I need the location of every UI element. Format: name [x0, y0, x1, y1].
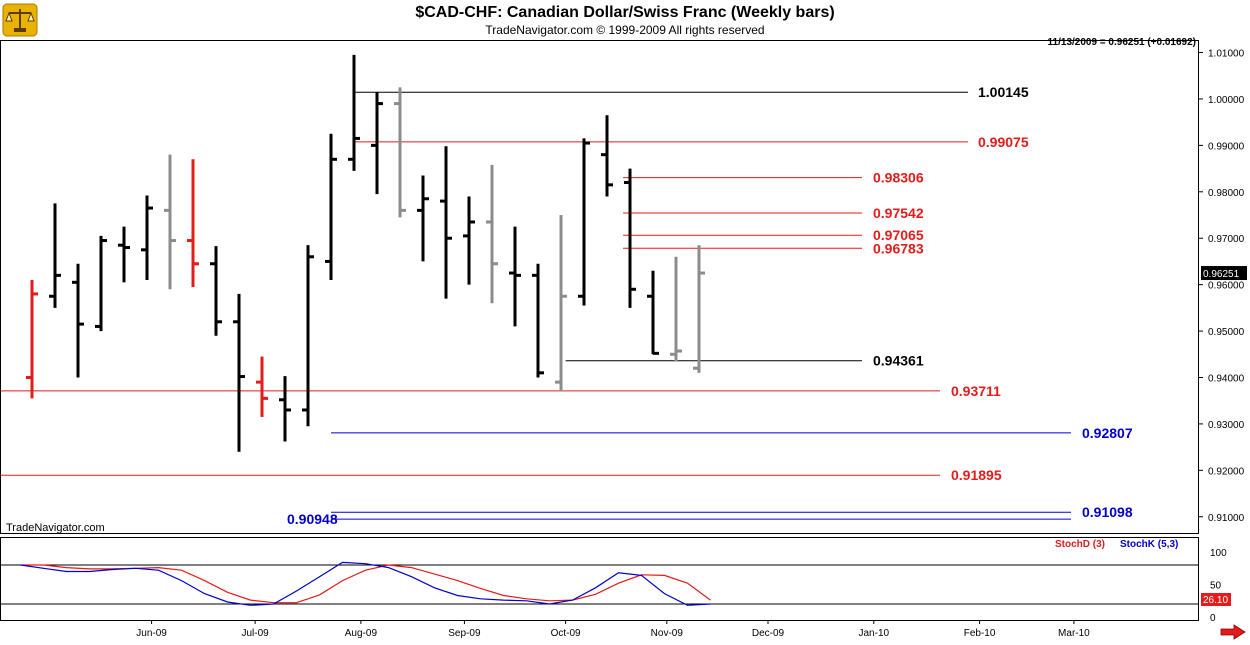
stoch-k-legend: StochK (5,3): [1120, 539, 1178, 550]
watermark-text: TradeNavigator.com: [6, 522, 105, 534]
last-quote-readout: 11/13/2009 = 0.96251 (+0.01692): [1047, 37, 1196, 48]
x-tick-label: Jul-09: [241, 628, 269, 639]
current-price-label: 0.96251: [1203, 269, 1240, 280]
y-tick-label: 0.97000: [1208, 234, 1245, 245]
ohlc-bar: [509, 226, 521, 327]
price-panel-frame: [0, 40, 1199, 534]
axes: 1.01000 1.00000 0.99000 0.98000 0.97000 0.960…: [0, 40, 1247, 639]
ohlc-bar: [417, 175, 429, 262]
stoch-tick-label: 50: [1210, 581, 1222, 592]
ohlc-bar: [233, 293, 245, 452]
ohlc-bar: [26, 280, 38, 399]
ohlc-bar: [187, 159, 199, 287]
gold-scales-icon: [2, 3, 38, 37]
copyright-subtitle: TradeNavigator.com © 1999-2009 All right…: [485, 23, 765, 37]
ohlc-bar: [578, 138, 590, 306]
x-tick-label: Jan-10: [859, 628, 890, 639]
ohlc-bar: [463, 196, 475, 285]
ohlc-bar: [348, 54, 360, 171]
stoch-k-line: [20, 561, 711, 606]
level-label: 0.97542: [873, 205, 924, 221]
stoch-d-legend: StochD (3): [1055, 539, 1105, 550]
ohlc-bar: [210, 246, 222, 336]
ohlc-bar: [555, 215, 567, 392]
stoch-tick-label: 0: [1210, 613, 1216, 624]
x-tick-label: Aug-09: [345, 628, 378, 639]
x-tick-label: Mar-10: [1058, 628, 1090, 639]
level-label: 0.92807: [1082, 425, 1133, 441]
y-tick-label: 1.00000: [1208, 95, 1245, 106]
x-tick-label: Nov-09: [651, 628, 684, 639]
y-tick-label: 0.91000: [1208, 513, 1245, 524]
ohlc-bar: [72, 263, 84, 378]
ohlc-bar: [486, 164, 498, 304]
stoch-value-tag: [1201, 593, 1231, 606]
ohlc-bar: [532, 263, 544, 378]
ohlc-bar: [141, 195, 153, 281]
ohlc-bar: [394, 87, 406, 218]
stochastic-panel-frame: [0, 537, 1199, 621]
x-tick-label: Jun-09: [136, 628, 167, 639]
ohlc-bar: [670, 256, 682, 362]
stoch-d-line: [20, 564, 711, 604]
y-tick-label: 1.01000: [1208, 49, 1245, 60]
level-label: 1.00145: [978, 84, 1029, 100]
ohlc-bar: [624, 168, 636, 308]
ohlc-bar: [302, 245, 314, 427]
price-panel: 1.00145 0.99075 0.98306 0.97542 0.970650.967…: [0, 54, 1133, 527]
x-tick-label: Feb-10: [964, 628, 996, 639]
level-label: 0.96783: [873, 240, 924, 256]
ohlc-bar: [325, 133, 337, 281]
y-tick-label: 0.93000: [1208, 420, 1245, 431]
ohlc-bar: [279, 376, 291, 442]
ohlc-bar: [95, 235, 107, 332]
level-label: 0.90948: [287, 511, 338, 527]
stoch-tick-label: 100: [1210, 548, 1227, 559]
level-label: 0.99075: [978, 134, 1029, 150]
ohlc-bar: [601, 115, 613, 197]
stochastic-panel: 100 50 0 StochD (3) StochK (5,3) 26.10: [0, 539, 1231, 624]
ohlc-bar: [647, 270, 659, 355]
x-tick-label: Oct-09: [551, 628, 581, 639]
x-tick-label: Sep-09: [448, 628, 481, 639]
level-label: 0.91098: [1082, 504, 1133, 520]
level-label: 0.91895: [951, 467, 1002, 483]
x-tick-label: Dec-09: [752, 628, 785, 639]
ohlc-bar: [440, 146, 452, 299]
level-label: 0.98306: [873, 170, 924, 186]
ohlc-bar: [256, 356, 268, 417]
ohlc-bar: [49, 203, 61, 308]
y-tick-label: 0.99000: [1208, 141, 1245, 152]
ohlc-bar: [693, 245, 705, 373]
ohlc-bar: [164, 154, 176, 290]
y-tick-label: 0.95000: [1208, 327, 1245, 338]
stoch-value-label: 26.10: [1203, 595, 1228, 606]
level-label: 0.94361: [873, 353, 924, 369]
y-tick-label: 0.94000: [1208, 373, 1245, 384]
scroll-right-arrow-icon[interactable]: [1220, 624, 1246, 640]
y-tick-label: 0.98000: [1208, 188, 1245, 199]
chart-title: $CAD-CHF: Canadian Dollar/Swiss Franc (W…: [415, 4, 835, 21]
ohlc-bar: [371, 91, 383, 195]
ohlc-bar: [118, 226, 130, 283]
level-label: 0.97065: [873, 227, 924, 243]
y-tick-label: 0.96000: [1208, 281, 1245, 292]
level-label: 0.93711: [951, 383, 1001, 399]
current-price-tag: [1201, 266, 1247, 281]
y-tick-label: 0.92000: [1208, 466, 1245, 477]
